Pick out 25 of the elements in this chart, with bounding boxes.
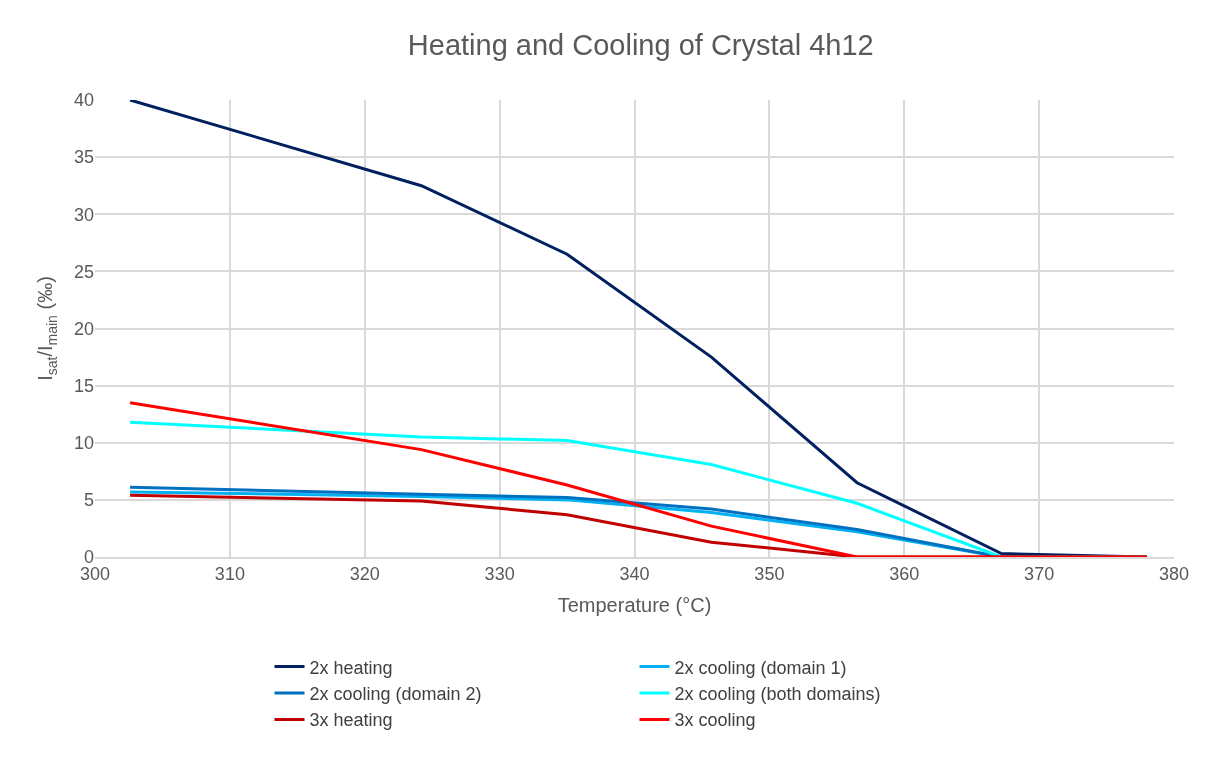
legend-label: 2x heating — [309, 657, 393, 678]
x-tick-label: 370 — [1024, 564, 1055, 585]
line-series — [128, 100, 1149, 557]
y-tick-label: 20 — [73, 318, 94, 339]
y-tick-label: 40 — [73, 90, 94, 111]
chart-title: Heating and Cooling of Crystal 4h12 — [407, 29, 874, 62]
x-axis-title: Temperature (°C) — [557, 594, 712, 617]
legend-label: 2x cooling (both domains) — [674, 684, 881, 705]
x-tick-label: 340 — [619, 564, 650, 585]
x-tick-label: 320 — [349, 564, 380, 585]
y-tick-label: 25 — [73, 261, 94, 282]
y-tick-label: 15 — [73, 375, 94, 396]
x-tick-label: 380 — [1158, 564, 1190, 585]
x-tick-label: 330 — [484, 564, 515, 585]
y-tick-label: 10 — [73, 433, 94, 454]
x-tick-label: 350 — [754, 564, 785, 585]
legend-label: 3x heating — [309, 710, 393, 731]
legend-label: 3x cooling — [674, 710, 756, 731]
legend-label: 2x cooling (domain 2) — [309, 684, 482, 705]
y-tick-label: 5 — [83, 490, 94, 511]
x-tick-label: 360 — [889, 564, 920, 585]
y-tick-label: 30 — [73, 204, 94, 225]
legend-label: 2x cooling (domain 1) — [674, 657, 847, 678]
x-tick-label: 310 — [214, 564, 245, 585]
y-tick-label: 35 — [73, 147, 94, 168]
